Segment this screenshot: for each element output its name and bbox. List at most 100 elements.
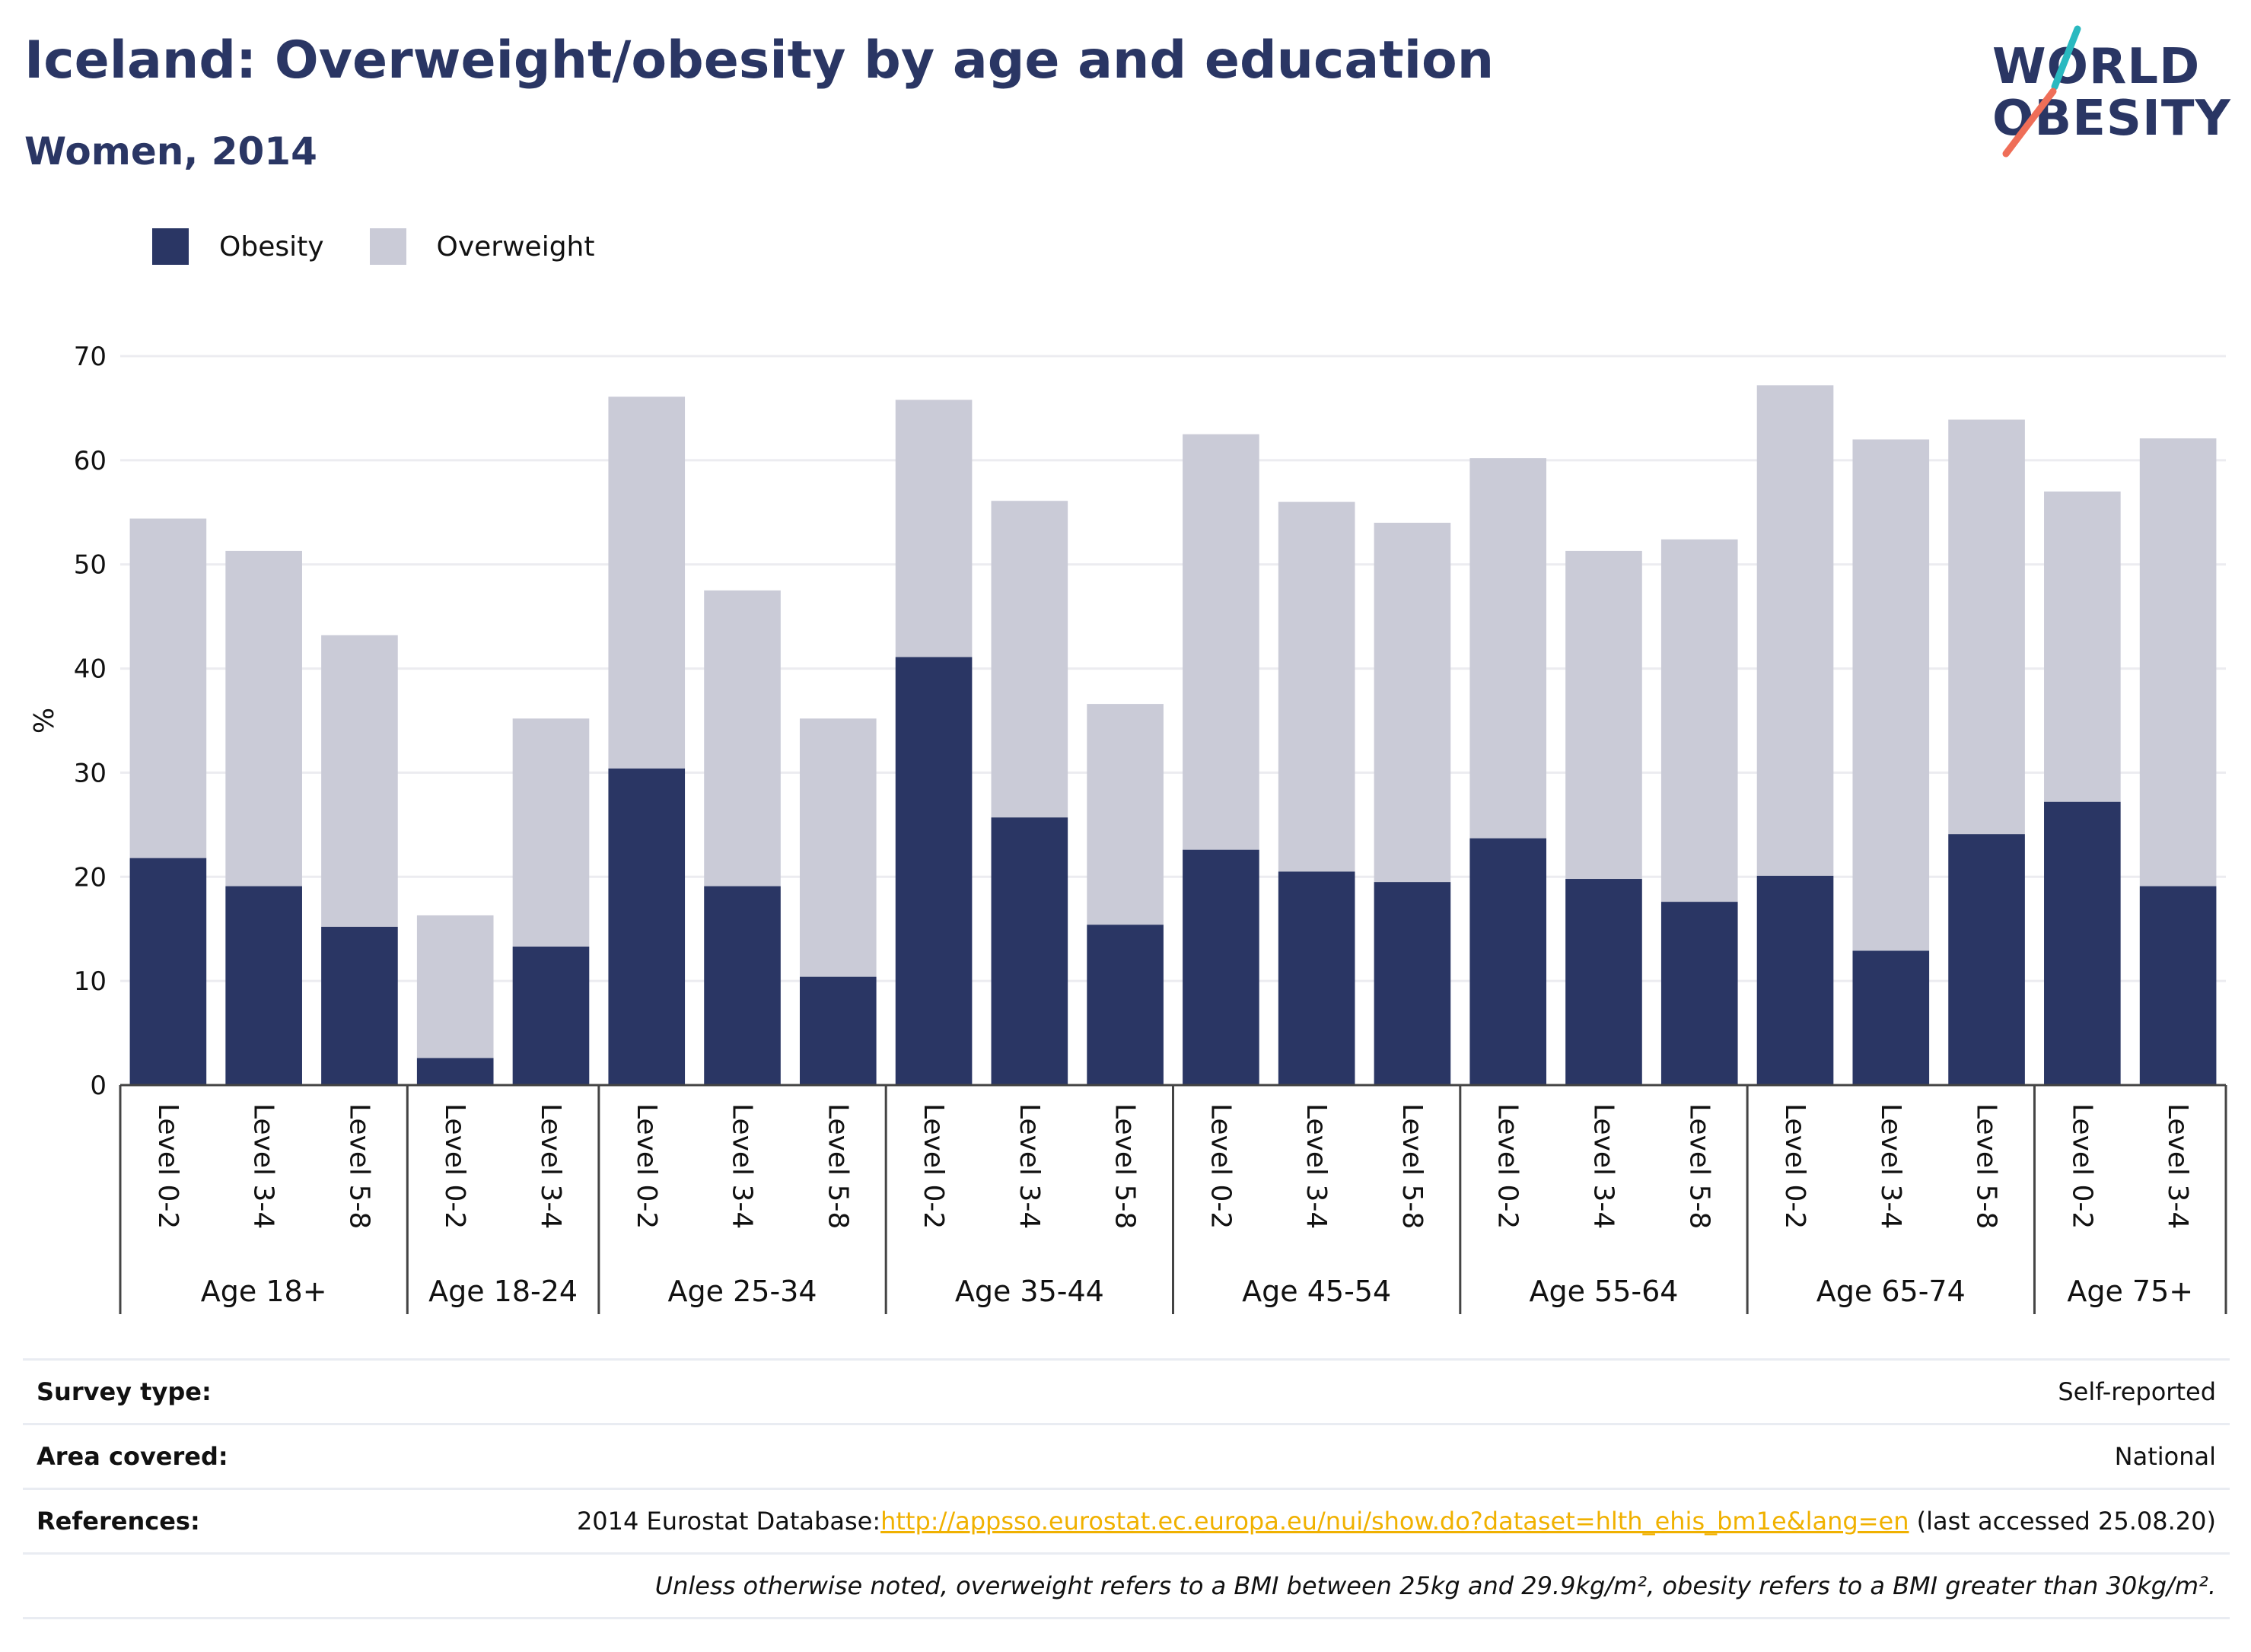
bar-overweight-age-65-74-level-0-2 [1756,385,1834,876]
survey-type-label: Survey type: [37,1377,212,1406]
bar-overweight-age-35-44-level-3-4 [991,501,1068,818]
chart-subtitle: Women, 2014 [24,129,317,173]
bar-overweight-age-35-44-level-5-8 [1087,704,1164,925]
chart-title: Iceland: Overweight/obesity by age and e… [24,30,1495,91]
x-tick-label: Level 5-8 [822,1103,853,1229]
bar-overweight-age-45-54-level-3-4 [1278,501,1355,872]
x-tick-label: Level 3-4 [1014,1103,1045,1229]
x-group-label: Age 18-24 [428,1275,578,1308]
bar-obesity-age-45-54-level-5-8 [1374,882,1451,1085]
bar-obesity-age-65-74-level-5-8 [1948,834,2025,1085]
legend-swatch-overweight [369,228,406,265]
x-tick-label: Level 3-4 [248,1103,279,1229]
bar-overweight-age-25-34-level-0-2 [608,396,686,769]
bar-overweight-age-18-24-level-3-4 [512,718,590,947]
x-tick-label: Level 5-8 [1971,1103,2002,1229]
y-tick-label: 0 [90,1071,107,1101]
bar-overweight-age-18--level-0-2 [129,518,207,858]
bar-overweight-age-75--level-3-4 [2139,438,2217,886]
bmi-definition-note: Unless otherwise noted, overweight refer… [654,1571,2216,1600]
bar-overweight-age-65-74-level-3-4 [1852,439,1930,951]
bar-overweight-age-25-34-level-3-4 [704,590,781,886]
x-tick-label: Level 5-8 [1110,1103,1141,1229]
area-covered-value: National [2114,1442,2216,1471]
x-tick-label: Level 3-4 [1301,1103,1332,1229]
bar-obesity-age-18-24-level-3-4 [512,946,590,1085]
bar-obesity-age-25-34-level-5-8 [799,976,877,1085]
bar-obesity-age-35-44-level-5-8 [1087,925,1164,1085]
bar-obesity-age-45-54-level-0-2 [1183,849,1259,1085]
legend-item-obesity[interactable]: Obesity [152,228,324,265]
bar-overweight-age-25-34-level-5-8 [799,718,877,977]
x-tick-label: Level 0-2 [1779,1103,1810,1229]
x-group-label: Age 55-64 [1529,1275,1678,1308]
legend: Obesity Overweight [152,227,640,266]
bar-obesity-age-75--level-3-4 [2139,886,2217,1085]
bar-overweight-age-75--level-0-2 [2044,491,2121,802]
bar-obesity-age-18--level-5-8 [321,926,398,1085]
x-group-label: Age 25-34 [668,1275,817,1308]
x-tick-label: Level 3-4 [727,1103,758,1229]
logo-line-world: WORLD [1992,39,2201,95]
bar-obesity-age-75--level-0-2 [2044,801,2121,1085]
y-tick-label: 30 [74,758,107,788]
x-group-label: Age 75+ [2067,1275,2193,1308]
x-tick-label: Level 0-2 [152,1103,183,1229]
legend-item-overweight[interactable]: Overweight [369,228,595,265]
legend-label-obesity: Obesity [219,231,324,263]
x-tick-label: Level 3-4 [1875,1103,1906,1229]
x-tick-label: Level 0-2 [2066,1103,2097,1229]
bar-obesity-age-35-44-level-3-4 [991,817,1068,1085]
bar-overweight-age-18-24-level-0-2 [416,915,494,1058]
x-tick-label: Level 3-4 [1587,1103,1619,1229]
x-tick-label: Level 5-8 [1396,1103,1428,1229]
x-group-label: Age 45-54 [1242,1275,1391,1308]
y-tick-label: 60 [74,446,107,476]
x-tick-label: Level 0-2 [918,1103,949,1229]
bar-overweight-age-18--level-3-4 [225,550,302,886]
x-group-label: Age 35-44 [955,1275,1104,1308]
references-suffix: (last accessed 25.08.20) [1909,1507,2216,1536]
references-label: References: [37,1507,200,1536]
info-table: Survey type: Self-reported Area covered:… [23,1358,2230,1619]
y-tick-label: 40 [74,654,107,685]
bar-overweight-age-55-64-level-3-4 [1565,550,1642,880]
logo-slash-icon [2002,25,2081,158]
area-covered-label: Area covered: [37,1442,228,1471]
world-obesity-logo: WORLD OBESITY [1979,23,2237,160]
legend-swatch-obesity [152,228,189,265]
references-row: References: 2014 Eurostat Database:http:… [23,1490,2230,1555]
x-tick-label: Level 0-2 [439,1103,470,1229]
x-group-label: Age 18+ [201,1275,327,1308]
stacked-bar-chart: 0 10 20 30 40 50 60 70% Level 0-2 Level 3-4 Level … [29,342,2227,1314]
references-prefix: 2014 Eurostat Database: [576,1507,881,1536]
area-covered-row: Area covered: National [23,1425,2230,1490]
references-link[interactable]: http://appsso.eurostat.ec.europa.eu/nui/… [880,1507,1909,1536]
bar-overweight-age-45-54-level-0-2 [1183,434,1259,850]
x-tick-label: Level 3-4 [535,1103,566,1229]
references-value: 2014 Eurostat Database:http://appsso.eur… [577,1490,2216,1552]
bar-obesity-age-65-74-level-3-4 [1852,950,1930,1085]
survey-type-value: Self-reported [2058,1377,2216,1406]
bar-overweight-age-35-44-level-0-2 [895,399,973,657]
x-tick-label: Level 0-2 [631,1103,662,1229]
bar-obesity-age-18--level-0-2 [129,858,207,1085]
note-row: Unless otherwise noted, overweight refer… [23,1555,2230,1619]
x-tick-label: Level 5-8 [1683,1103,1715,1229]
bar-obesity-age-55-64-level-3-4 [1565,879,1642,1085]
x-group-label: Age 65-74 [1816,1275,1966,1308]
x-tick-label: Level 0-2 [1205,1103,1236,1229]
y-tick-label: 20 [74,862,107,893]
bar-overweight-age-65-74-level-5-8 [1948,419,2025,835]
bar-obesity-age-18--level-3-4 [225,886,302,1085]
legend-label-overweight: Overweight [436,231,595,263]
y-tick-label: 50 [74,550,107,581]
x-tick-label: Level 5-8 [343,1103,374,1229]
y-tick-label: 10 [74,966,107,997]
bar-obesity-age-35-44-level-0-2 [895,657,973,1085]
bar-overweight-age-55-64-level-0-2 [1469,458,1547,839]
bar-obesity-age-18-24-level-0-2 [416,1058,494,1085]
y-tick-label: 70 [74,342,107,372]
bar-overweight-age-18--level-5-8 [321,635,398,927]
bar-obesity-age-65-74-level-0-2 [1756,875,1834,1085]
